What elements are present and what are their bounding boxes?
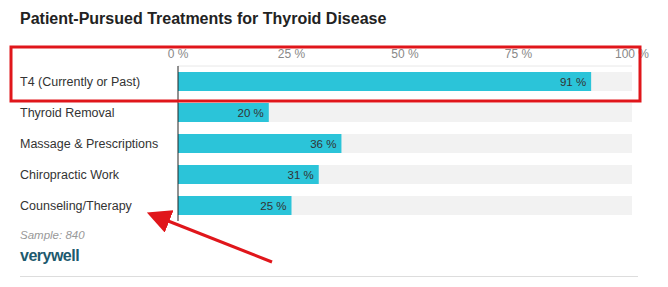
html-text:verywell: verywell [20, 247, 80, 264]
svg-text:31 %: 31 % [288, 169, 314, 181]
svg-text:25 %: 25 % [278, 47, 306, 61]
html-text:Sample: 840: Sample: 840 [20, 229, 85, 241]
svg-text:36 %: 36 % [310, 138, 336, 150]
svg-text:25 %: 25 % [260, 200, 286, 212]
svg-text:75 %: 75 % [505, 47, 533, 61]
svg-text:20 %: 20 % [238, 107, 264, 119]
svg-text:T4 (Currently or Past): T4 (Currently or Past) [20, 75, 140, 89]
svg-text:Counseling/Therapy: Counseling/Therapy [20, 199, 133, 213]
svg-text:Massage & Prescriptions: Massage & Prescriptions [20, 137, 158, 151]
svg-text:Chiropractic Work: Chiropractic Work [20, 168, 120, 182]
svg-text:Thyroid Removal: Thyroid Removal [20, 106, 114, 120]
svg-text:0 %: 0 % [168, 47, 189, 61]
html-text:Patient-Pursued Treatments for: Patient-Pursued Treatments for Thyroid D… [20, 10, 387, 27]
svg-text:100 %: 100 % [615, 47, 649, 61]
svg-text:50 %: 50 % [391, 47, 419, 61]
svg-text:91 %: 91 % [560, 76, 586, 88]
